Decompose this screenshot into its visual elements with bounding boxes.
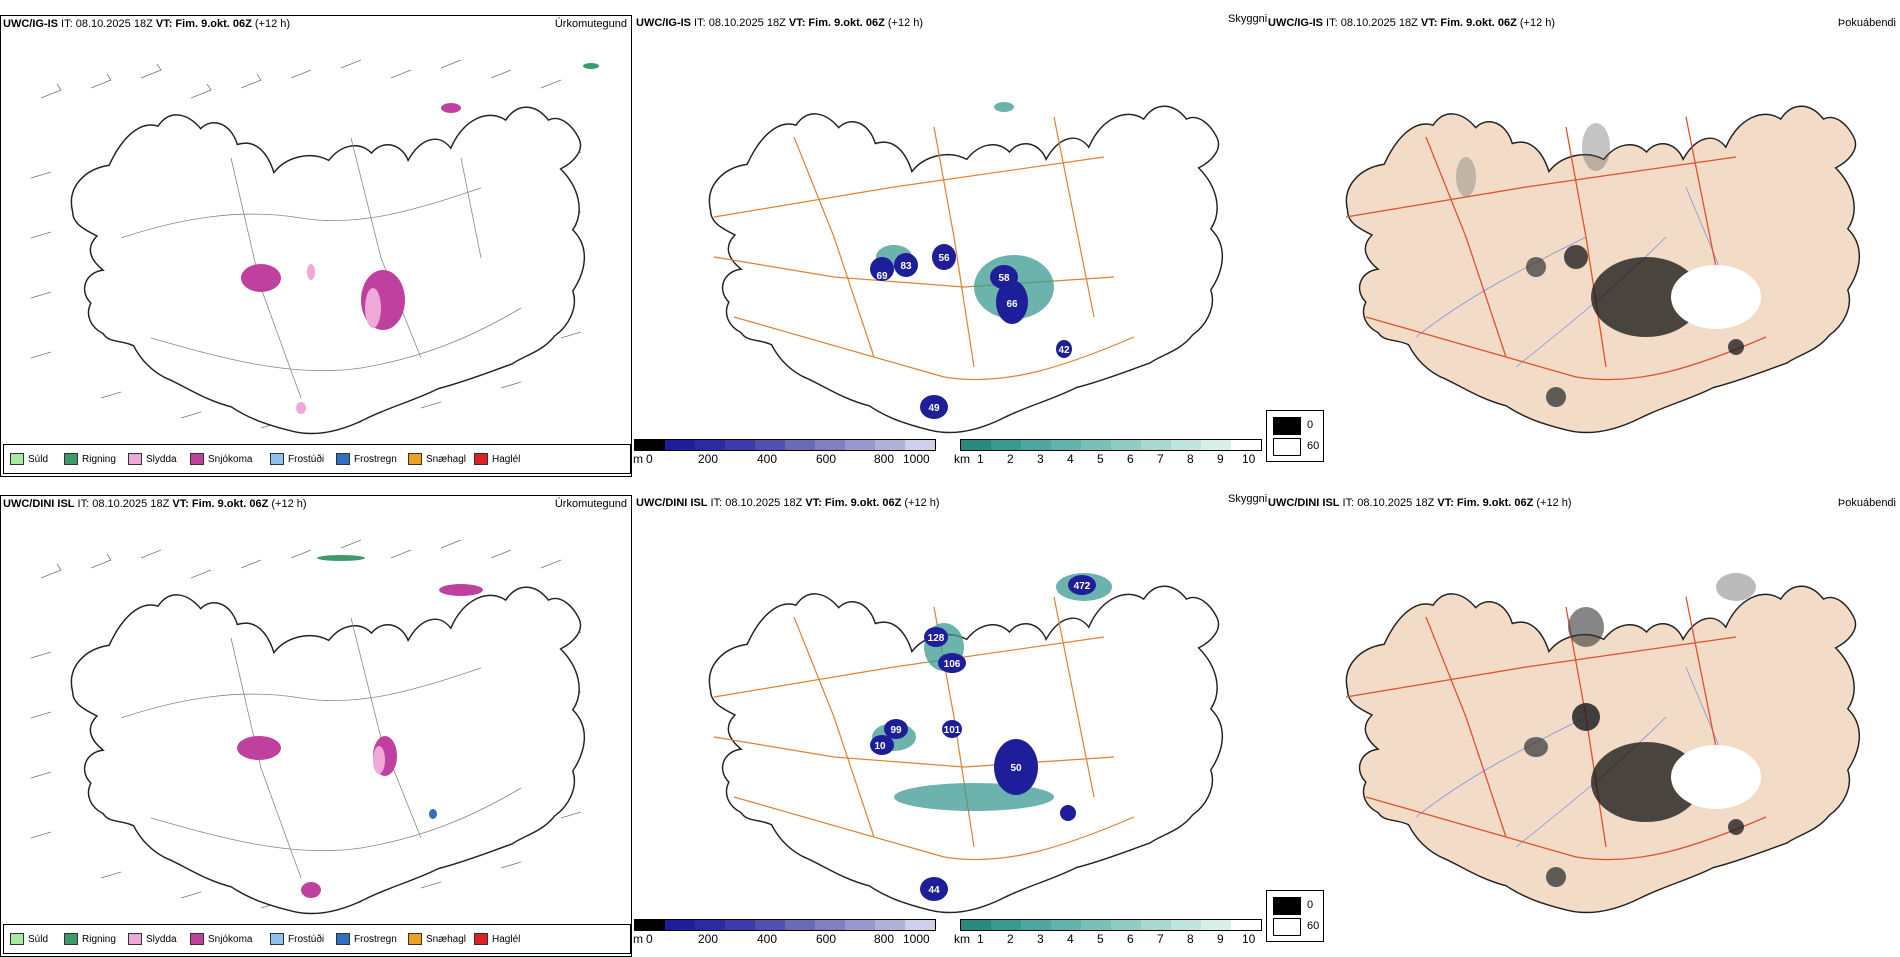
variable-label: Skyggni	[1228, 493, 1268, 505]
legend-item: Frostúði	[270, 453, 324, 465]
panel-header: UWC/DINI ISL IT: 08.10.2025 18Z VT: Fim.…	[636, 497, 940, 509]
legend-item: Frostregn	[336, 933, 397, 945]
ceiling-label: 58	[998, 273, 1010, 284]
ceiling-areas	[870, 575, 1096, 901]
legend-item: Rigning	[64, 453, 116, 465]
precip-legend: Súld Rigning Slydda Snjókoma Frostúði Fr…	[3, 444, 631, 474]
ceiling-label: 101	[944, 725, 961, 736]
variable-label: Þokuábendi	[1837, 17, 1896, 29]
visibility-colorbar	[960, 439, 1262, 451]
fog-panel-2: UWC/DINI ISL IT: 08.10.2025 18Z VT: Fim.…	[1266, 495, 1900, 957]
visibility-map: 472 128 106 101 99 10 50 44	[708, 573, 1224, 914]
roads	[120, 617, 522, 879]
ceiling-label: 50	[1010, 763, 1022, 774]
fog-legend: 0 60	[1266, 890, 1324, 942]
panel-header: UWC/IG-IS IT: 08.10.2025 18Z VT: Fim. 9.…	[636, 17, 924, 29]
panel-header: UWC/DINI ISL IT: 08.10.2025 18Z VT: Fim.…	[1268, 497, 1572, 509]
legend-item: Snjókoma	[190, 453, 252, 465]
precip-panel-2: UWC/DINI ISL IT: 08.10.2025 18Z VT: Fim.…	[0, 495, 632, 957]
ceiling-label: 42	[1058, 345, 1070, 356]
legend-item: Slydda	[128, 933, 177, 945]
legend-item: Snæhagl	[408, 453, 466, 465]
fog-panel-1: UWC/IG-IS IT: 08.10.2025 18Z VT: Fim. 9.…	[1266, 15, 1900, 477]
fog-map	[1345, 573, 1861, 914]
ceiling-label: 10	[874, 741, 886, 752]
precip-map	[30, 539, 586, 915]
roads	[713, 596, 1135, 861]
visibility-panel-2: UWC/DINI ISL IT: 08.10.2025 18Z VT: Fim.…	[633, 493, 1268, 946]
ceiling-label: 44	[928, 885, 940, 896]
panel-header: UWC/IG-IS IT: 08.10.2025 18Z VT: Fim. 9.…	[3, 18, 291, 30]
visibility-map: 56 83 69 58 66 49 42	[708, 102, 1224, 434]
fog-areas	[1524, 573, 1761, 887]
legend-item: Snæhagl	[408, 933, 466, 945]
variable-label: Úrkomutegund	[554, 18, 627, 30]
legend-item: Frostúði	[270, 933, 324, 945]
legend-item: Haglél	[474, 933, 520, 945]
legend-item: Rigning	[64, 933, 116, 945]
fog-map	[1345, 105, 1861, 434]
ceiling-label: 49	[928, 403, 940, 414]
ceiling-label: 66	[1006, 299, 1018, 310]
ceiling-label: 69	[876, 271, 888, 282]
roads	[1345, 596, 1767, 861]
ceiling-label: 128	[928, 633, 945, 644]
legend-item: Frostregn	[336, 453, 397, 465]
legend-item: Súld	[10, 453, 48, 465]
variable-label: Skyggni	[1228, 13, 1268, 25]
roads	[713, 116, 1135, 381]
panel-header: UWC/DINI ISL IT: 08.10.2025 18Z VT: Fim.…	[3, 498, 307, 510]
legend-item: Snjókoma	[190, 933, 252, 945]
panel-header: UWC/IG-IS IT: 08.10.2025 18Z VT: Fim. 9.…	[1268, 17, 1556, 29]
visibility-panel-1: UWC/IG-IS IT: 08.10.2025 18Z VT: Fim. 9.…	[633, 13, 1268, 466]
ceiling-label: 99	[890, 725, 902, 736]
ceiling-label: 106	[944, 659, 961, 670]
ceiling-label: 472	[1074, 581, 1091, 592]
legend-item: Haglél	[474, 453, 520, 465]
ceiling-label: 56	[938, 253, 950, 264]
fog-areas	[1456, 123, 1761, 407]
ceiling-colorbar	[634, 439, 936, 451]
roads	[1345, 116, 1767, 381]
legend-item: Slydda	[128, 453, 177, 465]
ceiling-areas	[870, 244, 1072, 419]
precip-panel-1: UWC/IG-IS IT: 08.10.2025 18Z VT: Fim. 9.…	[0, 15, 632, 477]
precip-areas	[237, 555, 483, 898]
precip-legend: Súld Rigning Slydda Snjókoma Frostúði Fr…	[3, 924, 631, 954]
variable-label: Þokuábendi	[1837, 497, 1896, 509]
precip-areas	[241, 63, 599, 414]
ceiling-label: 83	[900, 261, 912, 272]
ceiling-colorbar	[634, 919, 936, 931]
legend-item: Súld	[10, 933, 48, 945]
precip-map	[30, 59, 599, 435]
fog-legend: 0 60	[1266, 410, 1324, 462]
visibility-colorbar	[960, 919, 1262, 931]
variable-label: Úrkomutegund	[554, 498, 627, 510]
